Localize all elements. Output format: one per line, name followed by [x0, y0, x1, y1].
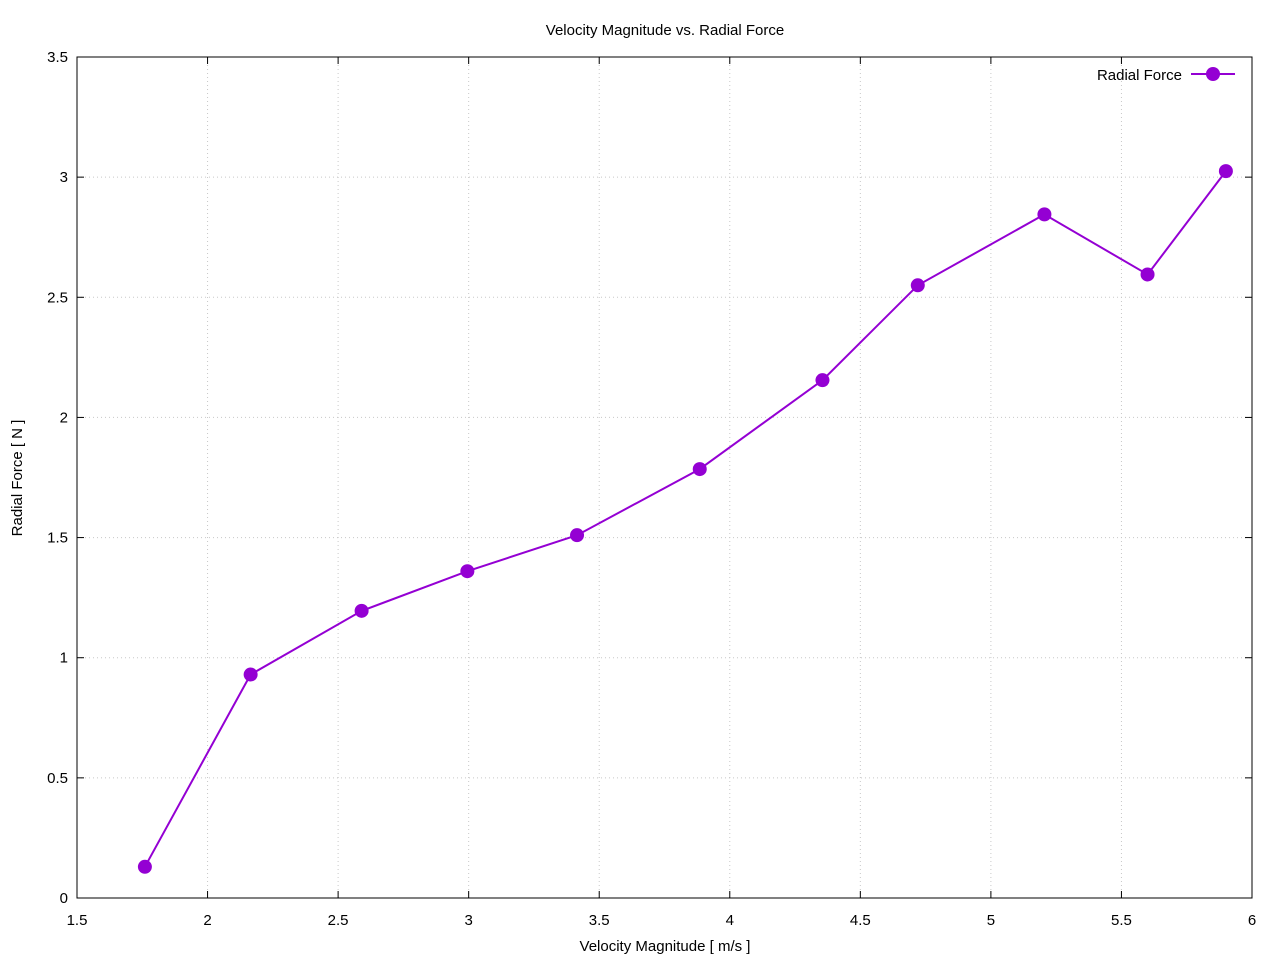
data-point — [354, 603, 369, 618]
tick-labels: 1.5 2 2.5 3 3.5 4 4.5 5 5.5 6 0 0.5 1 1.5 2 2.5 3 3.5 — [47, 49, 1256, 929]
data-point — [243, 667, 258, 682]
data-point — [692, 462, 707, 477]
data-point — [460, 564, 475, 579]
y-tick-label: 1 — [60, 650, 68, 667]
y-tick-label: 1.5 — [47, 530, 68, 547]
data-point — [137, 859, 152, 874]
data-point — [910, 278, 925, 293]
tick-marks — [76, 56, 1253, 899]
x-tick-label: 2 — [203, 912, 211, 929]
y-tick-label: 2 — [60, 409, 68, 426]
x-axis-label: Velocity Magnitude [ m/s ] — [580, 938, 751, 955]
x-tick-label: 3 — [464, 912, 472, 929]
series-layer — [137, 164, 1233, 874]
legend-label: Radial Force — [1097, 67, 1182, 84]
grid-lines — [77, 57, 1252, 898]
x-tick-label: 6 — [1248, 912, 1256, 929]
y-tick-label: 0 — [60, 890, 68, 907]
x-tick-label: 1.5 — [67, 912, 88, 929]
legend-marker — [1206, 67, 1220, 81]
x-tick-label: 5 — [987, 912, 995, 929]
data-point — [570, 528, 585, 543]
x-tick-label: 4 — [726, 912, 734, 929]
data-point — [1037, 207, 1052, 222]
y-tick-label: 2.5 — [47, 289, 68, 306]
series-line — [144, 170, 1227, 868]
x-tick-label: 4.5 — [850, 912, 871, 929]
y-tick-label: 0.5 — [47, 770, 68, 787]
data-point — [815, 373, 830, 388]
chart-title: Velocity Magnitude vs. Radial Force — [546, 22, 784, 39]
y-tick-label: 3.5 — [47, 49, 68, 66]
x-tick-label: 5.5 — [1111, 912, 1132, 929]
x-tick-label: 3.5 — [589, 912, 610, 929]
data-point — [1140, 267, 1155, 282]
y-tick-label: 3 — [60, 169, 68, 186]
x-tick-label: 2.5 — [328, 912, 349, 929]
legend: Radial Force — [1097, 67, 1235, 84]
plot-area-frame — [76, 56, 1253, 899]
data-point — [1218, 164, 1233, 179]
y-axis-label: Radial Force [ N ] — [9, 420, 26, 537]
